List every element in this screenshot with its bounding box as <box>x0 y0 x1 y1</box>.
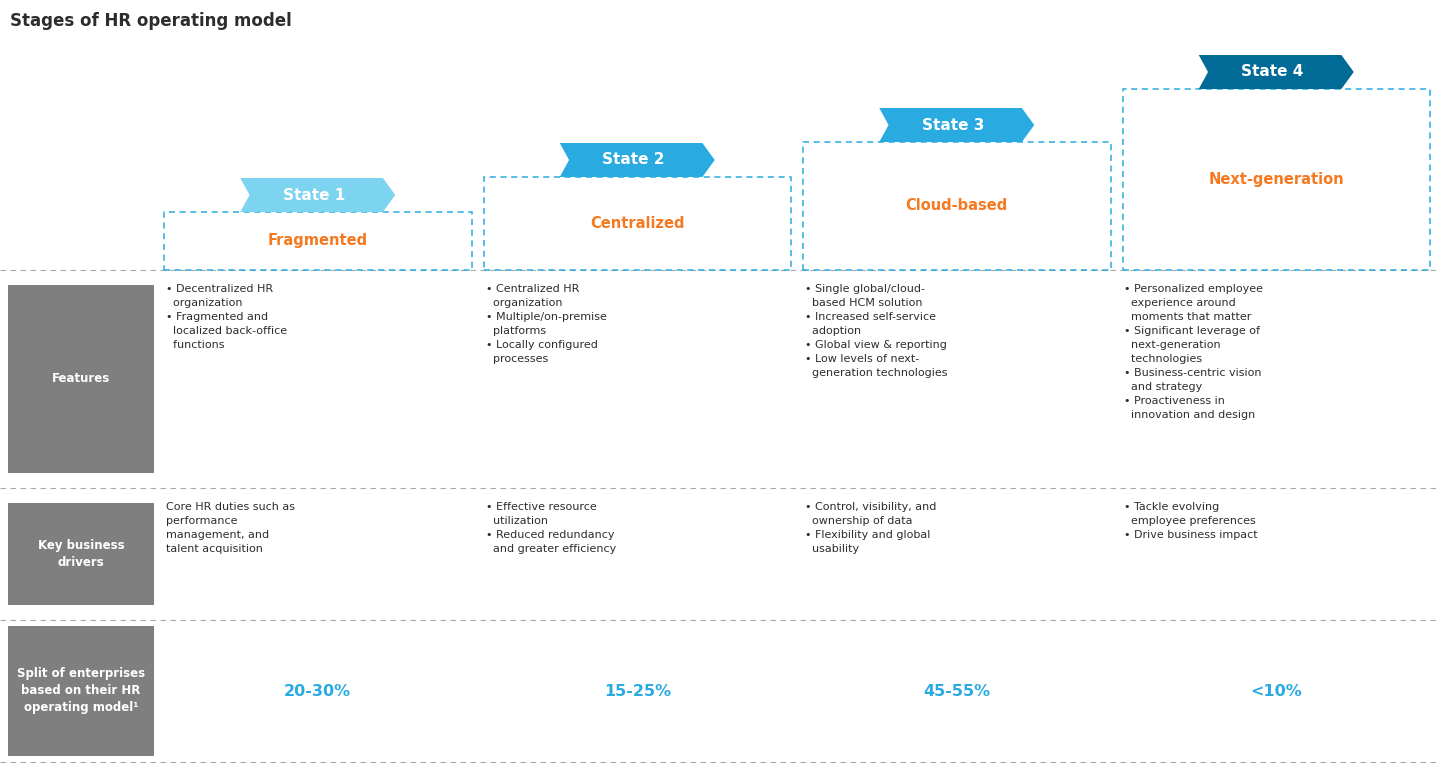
Bar <box>9 503 154 605</box>
Text: • Personalized employee
  experience around
  moments that matter
• Significant : • Personalized employee experience aroun… <box>1124 284 1264 420</box>
Text: State 2: State 2 <box>602 153 665 167</box>
Bar <box>9 626 154 756</box>
Text: Key business
drivers: Key business drivers <box>37 539 125 569</box>
Polygon shape <box>879 108 1034 142</box>
Text: Centralized: Centralized <box>590 216 685 231</box>
Text: • Tackle evolving
  employee preferences
• Drive business impact: • Tackle evolving employee preferences •… <box>1124 502 1258 540</box>
Text: • Effective resource
  utilization
• Reduced redundancy
  and greater efficiency: • Effective resource utilization • Reduc… <box>485 502 616 554</box>
Bar <box>1123 89 1430 270</box>
Text: 20-30%: 20-30% <box>284 683 352 699</box>
Bar <box>484 177 791 270</box>
Text: Split of enterprises
based on their HR
operating model¹: Split of enterprises based on their HR o… <box>17 667 145 715</box>
Polygon shape <box>240 178 395 212</box>
Text: State 1: State 1 <box>283 187 345 202</box>
Text: Fragmented: Fragmented <box>267 233 368 249</box>
Text: • Decentralized HR
  organization
• Fragmented and
  localized back-office
  fun: • Decentralized HR organization • Fragme… <box>167 284 287 350</box>
Text: 15-25%: 15-25% <box>603 683 671 699</box>
Text: State 3: State 3 <box>922 117 984 133</box>
Text: • Centralized HR
  organization
• Multiple/on-premise
  platforms
• Locally conf: • Centralized HR organization • Multiple… <box>485 284 606 364</box>
Text: Cloud-based: Cloud-based <box>906 199 1008 213</box>
Bar <box>9 285 154 473</box>
Bar <box>803 142 1110 270</box>
Text: • Single global/cloud-
  based HCM solution
• Increased self-service
  adoption
: • Single global/cloud- based HCM solutio… <box>806 284 948 378</box>
Text: State 4: State 4 <box>1241 64 1304 80</box>
Text: Next-generation: Next-generation <box>1209 172 1344 187</box>
Bar <box>164 212 471 270</box>
Text: <10%: <10% <box>1251 683 1302 699</box>
Text: • Control, visibility, and
  ownership of data
• Flexibility and global
  usabil: • Control, visibility, and ownership of … <box>806 502 936 554</box>
Text: Core HR duties such as
performance
management, and
talent acquisition: Core HR duties such as performance manag… <box>167 502 294 554</box>
Polygon shape <box>560 143 715 177</box>
Text: 45-55%: 45-55% <box>923 683 991 699</box>
Polygon shape <box>1199 55 1354 89</box>
Text: Features: Features <box>52 373 111 386</box>
Text: Stages of HR operating model: Stages of HR operating model <box>10 12 292 30</box>
